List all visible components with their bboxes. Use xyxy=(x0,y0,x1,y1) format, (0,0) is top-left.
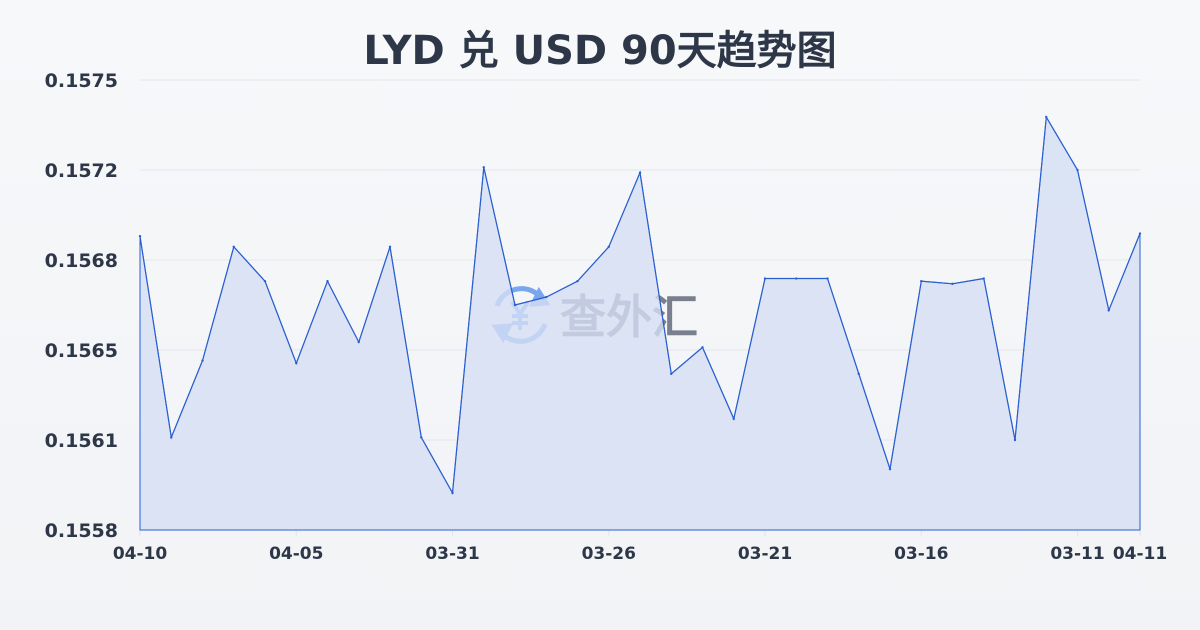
data-point xyxy=(1107,309,1110,312)
data-point xyxy=(701,346,704,349)
y-tick-label: 0.1568 xyxy=(45,250,118,272)
data-point xyxy=(951,282,954,286)
y-tick-label: 0.1575 xyxy=(45,70,118,92)
data-point xyxy=(326,279,329,283)
data-point xyxy=(795,277,798,280)
data-point xyxy=(513,303,517,307)
x-tick-label: 03-21 xyxy=(738,544,792,564)
data-point xyxy=(263,279,267,283)
x-tick-label: 04-11 xyxy=(1113,544,1167,564)
y-tick-label: 0.1561 xyxy=(45,430,118,452)
data-point xyxy=(920,279,923,283)
y-tick-label: 0.1558 xyxy=(45,520,118,542)
data-point xyxy=(388,245,392,248)
data-point xyxy=(982,277,985,280)
data-point xyxy=(1076,168,1079,172)
data-point xyxy=(1013,438,1017,442)
data-point xyxy=(201,359,204,362)
data-point xyxy=(420,436,423,439)
data-point xyxy=(576,279,579,283)
data-point xyxy=(826,277,829,280)
data-point xyxy=(670,372,673,376)
data-point xyxy=(138,234,142,238)
data-point xyxy=(1138,232,1142,235)
x-tick-label: 03-16 xyxy=(894,544,948,564)
area-fill xyxy=(139,115,1141,531)
data-point xyxy=(295,362,298,365)
data-point xyxy=(888,467,892,471)
data-point xyxy=(232,245,235,248)
chart-title: LYD 兑 USD 90天趋势图 xyxy=(363,28,837,74)
data-point xyxy=(732,417,735,421)
data-point xyxy=(170,436,173,439)
data-point xyxy=(1045,115,1048,119)
data-point xyxy=(763,277,767,280)
data-point xyxy=(638,171,642,174)
data-point xyxy=(451,491,454,495)
x-tick-label: 04-05 xyxy=(269,544,323,564)
data-point xyxy=(857,372,860,376)
x-tick-label: 03-26 xyxy=(582,544,636,564)
x-tick-label: 03-31 xyxy=(425,544,479,564)
x-tick-label: 04-10 xyxy=(113,544,168,564)
data-point xyxy=(357,340,360,344)
x-tick-label: 03-11 xyxy=(1050,544,1104,564)
y-tick-label: 0.1572 xyxy=(45,160,118,182)
data-point xyxy=(607,245,610,248)
data-point xyxy=(482,166,485,169)
data-point xyxy=(545,295,548,299)
y-tick-label: 0.1565 xyxy=(45,340,118,362)
